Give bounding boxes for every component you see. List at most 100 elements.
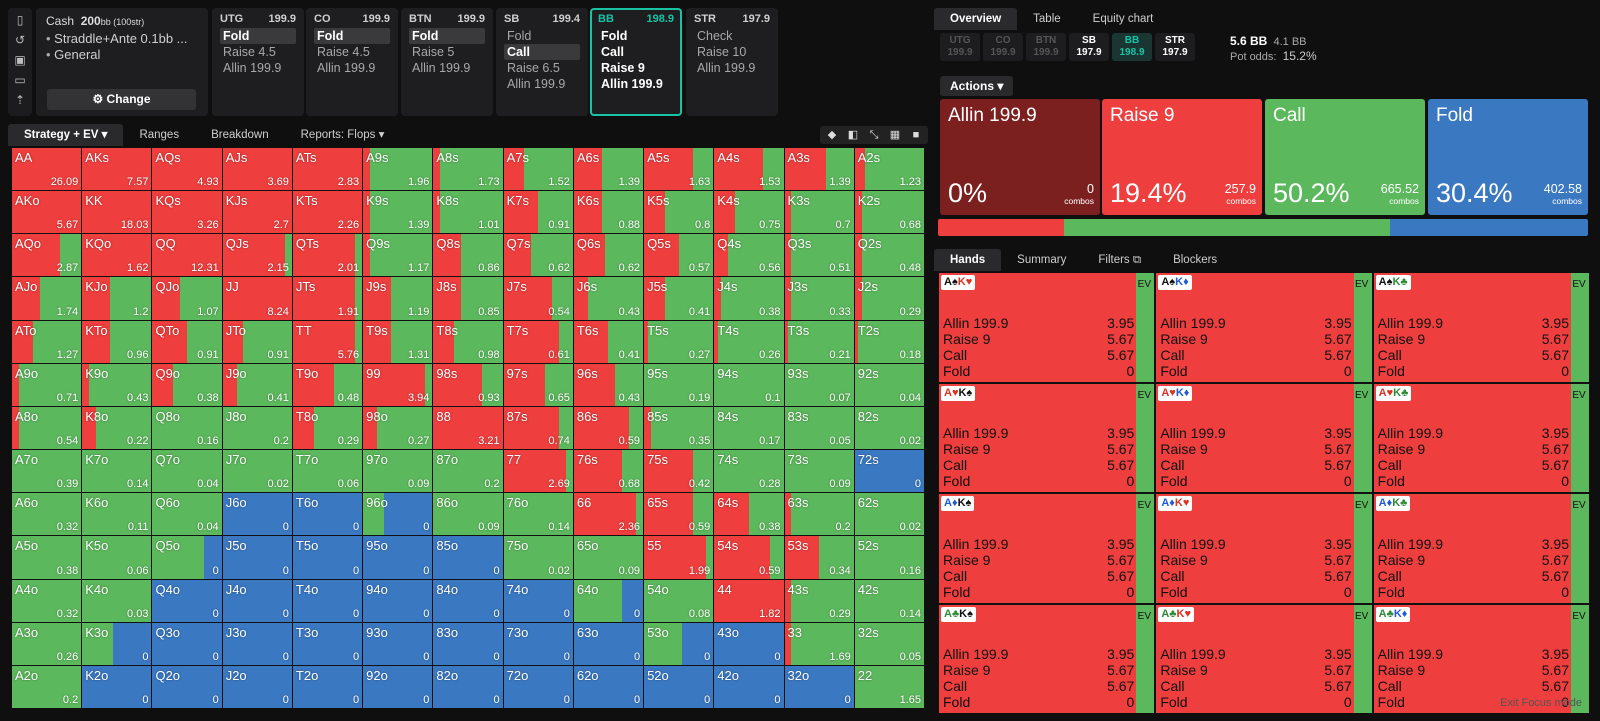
hand-cell[interactable]: J5o 0 xyxy=(222,536,292,579)
hand-cell[interactable]: A3o 0.26 xyxy=(12,622,82,665)
hand-cell[interactable]: QQ 12.31 xyxy=(152,234,222,277)
hand-cell[interactable]: A8o 0.54 xyxy=(12,406,82,450)
hand-cell[interactable]: 66 2.36 xyxy=(573,493,644,536)
position-bb[interactable]: BB 198.9 Fold Call Raise 9 Allin 199.9 xyxy=(590,8,682,116)
hand-cell[interactable]: KQs 3.26 xyxy=(152,191,222,234)
hand-cell[interactable]: J3o 0 xyxy=(222,622,292,665)
hand-cell[interactable]: 44 1.82 xyxy=(714,579,784,622)
hand-cell[interactable]: 53s 0.34 xyxy=(784,536,854,579)
hand-cell[interactable]: K6s 0.88 xyxy=(573,191,644,234)
position-sb[interactable]: SB 199.4 Fold Call Raise 6.5 Allin 199.9 xyxy=(496,8,588,116)
hand-cell[interactable]: 93o 0 xyxy=(363,622,433,665)
tab-table[interactable]: Table xyxy=(1033,13,1061,25)
action-card-fold[interactable]: Fold 30.4% 402.58 combos xyxy=(1428,99,1588,215)
hand-cell[interactable]: T6o 0 xyxy=(292,493,363,536)
hand-cell[interactable]: KJo 1.2 xyxy=(82,277,152,320)
hand-cell[interactable]: 85o 0 xyxy=(433,536,503,579)
hand-cell[interactable]: 85s 0.35 xyxy=(644,406,714,450)
hand-cell[interactable]: AQo 2.87 xyxy=(12,234,82,277)
hand-cell[interactable]: T2s 0.18 xyxy=(854,320,924,363)
hand-cell[interactable]: 95s 0.19 xyxy=(644,363,714,406)
hand-cell[interactable]: 73o 0 xyxy=(503,622,573,665)
hand-cell[interactable]: JJ 8.24 xyxy=(222,277,292,320)
hand-cell[interactable]: Q9o 0.38 xyxy=(152,363,222,406)
action-option[interactable]: Raise 6.5 xyxy=(507,61,560,75)
hand-cell[interactable]: Q4o 0 xyxy=(152,579,222,622)
action-option[interactable]: Fold xyxy=(507,29,532,43)
tab-hands[interactable]: Hands xyxy=(934,249,1002,271)
hand-cell[interactable]: 94s 0.1 xyxy=(714,363,784,406)
hand-cell[interactable]: 83o 0 xyxy=(433,622,503,665)
save-icon[interactable]: ▣ xyxy=(14,53,26,67)
hand-cell[interactable]: K9o 0.43 xyxy=(82,363,152,406)
hand-combo[interactable]: EV A♦K♣ Allin 199.9 3.95 Raise 9 5.67 Call 5.67… xyxy=(1373,494,1589,603)
hand-cell[interactable]: 84o 0 xyxy=(433,579,503,622)
action-option[interactable]: Allin 199.9 xyxy=(223,61,282,75)
tab-strategy-ev[interactable]: Strategy + EV ▾ xyxy=(8,124,124,146)
hand-cell[interactable]: Q7s 0.62 xyxy=(503,234,573,277)
hand-cell[interactable]: A8s 1.73 xyxy=(433,148,503,191)
hand-cell[interactable]: A7o 0.39 xyxy=(12,450,82,493)
hand-cell[interactable]: T9o 0.48 xyxy=(292,363,363,406)
hand-cell[interactable]: 95o 0 xyxy=(363,536,433,579)
hand-cell[interactable]: Q4s 0.56 xyxy=(714,234,784,277)
hand-cell[interactable]: 52s 0.16 xyxy=(854,536,924,579)
hand-cell[interactable]: 86s 0.59 xyxy=(573,406,644,450)
change-button[interactable]: ⚙ Change xyxy=(47,89,196,110)
tab-overview[interactable]: Overview xyxy=(934,8,1018,30)
action-option[interactable]: Call xyxy=(601,45,624,59)
action-option[interactable]: Fold xyxy=(601,29,628,43)
hand-cell[interactable]: AJs 3.69 xyxy=(222,148,292,191)
hand-combo[interactable]: EV A♠K♥ Allin 199.9 3.95 Raise 9 5.67 Call 5.67… xyxy=(939,273,1155,382)
hand-cell[interactable]: T4o 0 xyxy=(292,579,363,622)
action-option[interactable]: Allin 199.9 xyxy=(507,77,566,91)
action-option[interactable]: Call xyxy=(504,44,580,60)
hand-cell[interactable]: 93s 0.07 xyxy=(784,363,854,406)
hand-cell[interactable]: T6s 0.41 xyxy=(573,320,644,363)
action-option[interactable]: Allin 199.9 xyxy=(697,61,756,75)
hand-cell[interactable]: 74o 0 xyxy=(503,579,573,622)
hand-cell[interactable]: J6o 0 xyxy=(222,493,292,536)
hand-cell[interactable]: Q9s 1.17 xyxy=(363,234,433,277)
history-icon[interactable]: ↺ xyxy=(14,33,26,47)
hand-cell[interactable]: K3s 0.7 xyxy=(784,191,854,234)
hand-cell[interactable]: 64s 0.38 xyxy=(714,493,784,536)
mini-position-bb[interactable]: BB 198.9 xyxy=(1112,33,1152,61)
hand-cell[interactable]: 43s 0.29 xyxy=(784,579,854,622)
upload-icon[interactable]: ⇡ xyxy=(14,93,26,107)
hand-cell[interactable]: K7o 0.14 xyxy=(82,450,152,493)
tab-summary[interactable]: Summary xyxy=(1017,254,1067,266)
action-card-raise[interactable]: Raise 9 19.4% 257.9 combos xyxy=(1102,99,1262,215)
hand-cell[interactable]: T2o 0 xyxy=(292,665,363,708)
hand-combo[interactable]: EV A♥K♠ Allin 199.9 3.95 Raise 9 5.67 Call 5.67… xyxy=(939,383,1155,492)
tab-reports-flops[interactable]: Reports: Flops ▾ xyxy=(300,129,385,141)
mini-position-co[interactable]: CO 199.9 xyxy=(983,33,1023,61)
gamepad-icon[interactable]: ▭ xyxy=(14,73,26,87)
hand-cell[interactable]: 84s 0.17 xyxy=(714,406,784,450)
action-option[interactable]: Raise 4.5 xyxy=(223,45,276,59)
hand-cell[interactable]: Q6s 0.62 xyxy=(573,234,644,277)
tab-filters[interactable]: Filters ⧉ xyxy=(1098,254,1142,266)
hand-cell[interactable]: 82o 0 xyxy=(433,665,503,708)
hand-combo[interactable]: EV A♦K♥ Allin 199.9 3.95 Raise 9 5.67 Call 5.67… xyxy=(1156,494,1372,603)
hand-cell[interactable]: A4o 0.32 xyxy=(12,579,82,622)
hand-cell[interactable]: 94o 0 xyxy=(363,579,433,622)
hand-cell[interactable]: J7o 0.02 xyxy=(222,450,292,493)
contrast-icon[interactable]: ◧ xyxy=(847,129,859,141)
hand-cell[interactable]: AKs 7.57 xyxy=(82,148,152,191)
action-card-call[interactable]: Call 50.2% 665.52 combos xyxy=(1265,99,1425,215)
hand-cell[interactable]: K5s 0.8 xyxy=(644,191,714,234)
tab-equity-chart[interactable]: Equity chart xyxy=(1092,13,1154,25)
hand-cell[interactable]: A9s 1.96 xyxy=(363,148,433,191)
action-option[interactable]: Raise 5 xyxy=(412,45,455,59)
hand-cell[interactable]: T3o 0 xyxy=(292,622,363,665)
hand-cell[interactable]: J9s 1.19 xyxy=(363,277,433,320)
hand-cell[interactable]: T7s 0.61 xyxy=(503,320,573,363)
hand-cell[interactable]: KQo 1.62 xyxy=(82,234,152,277)
hand-cell[interactable]: 53o 0 xyxy=(644,622,714,665)
hand-cell[interactable]: 55 1.99 xyxy=(644,536,714,579)
hand-cell[interactable]: 32s 0.05 xyxy=(854,622,924,665)
hand-cell[interactable]: A5s 1.63 xyxy=(644,148,714,191)
hand-cell[interactable]: Q7o 0.04 xyxy=(152,450,222,493)
hand-cell[interactable]: AJo 1.74 xyxy=(12,277,82,320)
